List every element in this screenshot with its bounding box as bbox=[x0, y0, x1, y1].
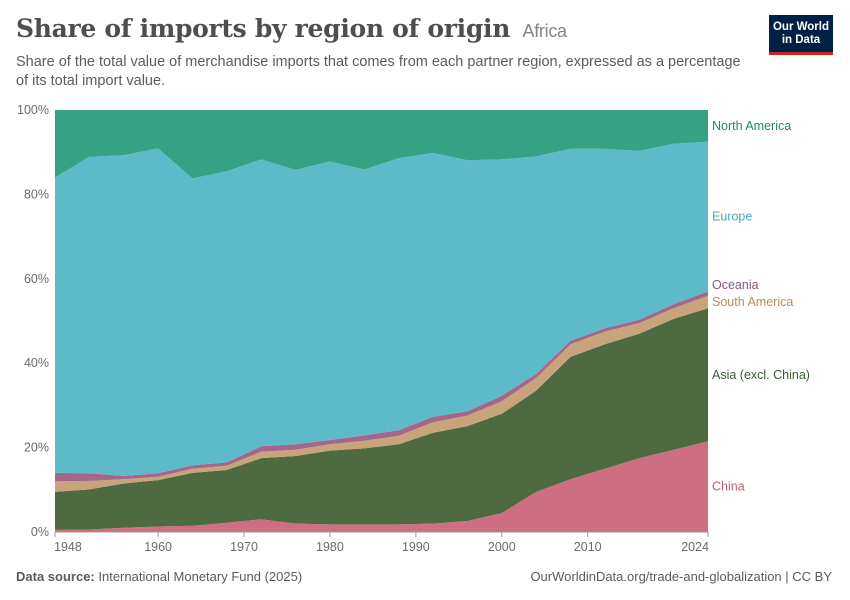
legend-label-oceania: Oceania bbox=[712, 278, 759, 292]
x-tick-label: 2024 bbox=[681, 540, 709, 554]
x-tick-label: 1970 bbox=[230, 540, 258, 554]
x-tick-label: 1960 bbox=[144, 540, 172, 554]
y-tick-label: 0% bbox=[31, 525, 49, 539]
legend-label-south-america: South America bbox=[712, 295, 793, 309]
data-source-text[interactable]: International Monetary Fund (2025) bbox=[98, 569, 303, 584]
x-tick-label: 2010 bbox=[574, 540, 602, 554]
x-tick-label: 1990 bbox=[402, 540, 430, 554]
y-tick-label: 100% bbox=[17, 103, 49, 117]
chart-title-text: Share of imports by region of origin bbox=[16, 14, 511, 43]
x-tick-label: 1980 bbox=[316, 540, 344, 554]
stacked-area-chart: 0% 20% 40% 60% 80% 100% 1948 1960 1970 1980 1990 20… bbox=[17, 103, 810, 554]
entity-name: Africa bbox=[522, 21, 568, 41]
y-tick-label: 60% bbox=[24, 272, 49, 286]
x-tick-label: 2000 bbox=[488, 540, 516, 554]
x-tick-label: 1948 bbox=[54, 540, 82, 554]
legend-label-north-america: North America bbox=[712, 119, 791, 133]
area-asia-excl-china bbox=[55, 308, 708, 530]
area-china bbox=[55, 441, 708, 532]
logo-line-1: Our World bbox=[772, 20, 829, 33]
logo-line-2: in Data bbox=[781, 33, 821, 46]
area-europe bbox=[55, 141, 708, 476]
y-tick-label: 20% bbox=[24, 441, 49, 455]
area-north-america bbox=[55, 110, 708, 179]
owid-logo[interactable]: Our World in Data bbox=[769, 15, 833, 55]
chart-title: Share of imports by region of origin Afr… bbox=[16, 14, 567, 43]
data-source: Data source: International Monetary Fund… bbox=[16, 569, 302, 584]
legend-label-china: China bbox=[712, 480, 745, 494]
chart-subtitle: Share of the total value of merchandise … bbox=[16, 54, 741, 89]
attribution-link[interactable]: OurWorldinData.org/trade-and-globalizati… bbox=[530, 569, 832, 584]
y-tick-label: 40% bbox=[24, 356, 49, 370]
legend-label-asia-excl-china: Asia (excl. China) bbox=[712, 368, 810, 382]
legend-label-europe: Europe bbox=[712, 210, 752, 224]
y-tick-label: 80% bbox=[24, 187, 49, 201]
data-source-label: Data source: bbox=[16, 569, 95, 584]
